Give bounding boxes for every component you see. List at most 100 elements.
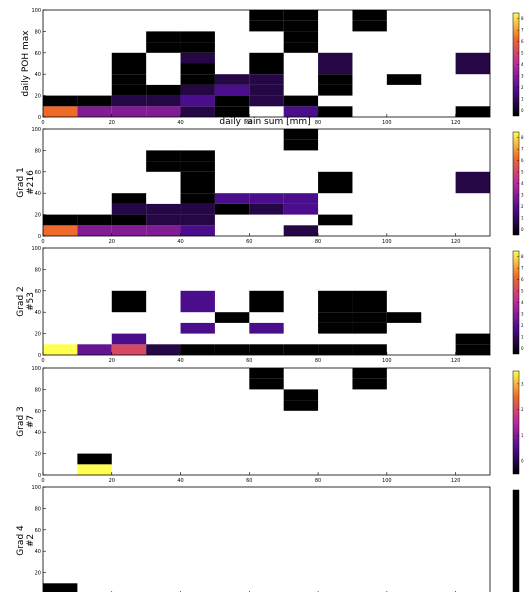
heatmap-cell [283, 400, 319, 411]
heatmap-cell [352, 301, 387, 313]
x-tick-label: 100 [382, 120, 392, 126]
colorbar: 0 1 2 3 4 5 6 7 8 [512, 250, 524, 355]
colorbar-tick-label: 7 [521, 266, 524, 271]
y-tick-label: 60 [35, 409, 41, 415]
heatmap-cell [180, 214, 215, 226]
y-axis-label: #2 [26, 534, 36, 547]
heatmap-cell [318, 301, 353, 313]
x-tick-label: 40 [177, 120, 183, 126]
heatmap-cell [77, 344, 112, 355]
colorbar: 0 1 2 3 [512, 370, 524, 475]
heatmap-cell [111, 344, 147, 355]
heatmap-cell [180, 150, 215, 162]
heatmap-cell [146, 150, 181, 162]
heatmap-cell [386, 74, 422, 85]
heatmap-cell [180, 31, 215, 43]
heatmap-cell [214, 95, 250, 107]
y-tick-label: 0 [38, 473, 41, 479]
heatmap-cell [214, 344, 250, 355]
x-tick-label: 0 [41, 358, 44, 364]
y-tick-label: 80 [35, 29, 41, 35]
y-tick-label: 40 [35, 430, 41, 436]
colorbar [512, 489, 520, 592]
x-tick-label: 20 [109, 239, 115, 245]
heatmap-cell [352, 20, 387, 32]
heatmap-cell [455, 333, 490, 345]
heatmap-cell [318, 52, 353, 64]
y-tick-label: 60 [35, 289, 41, 295]
heatmap-cell [146, 106, 181, 117]
heatmap-cell [146, 31, 181, 43]
x-tick-label: 120 [451, 239, 461, 245]
colorbar-tick-label: 2 [521, 407, 524, 412]
plot-frame [42, 128, 491, 237]
heatmap-cell [214, 203, 250, 215]
x-tick-label: 40 [177, 239, 183, 245]
colorbar-tick-label: 8 [521, 135, 524, 140]
heatmap-cell [352, 322, 387, 334]
heatmap-cell [455, 344, 490, 355]
colorbar: 0 1 2 3 4 5 6 7 8 [512, 131, 524, 236]
heatmap-cell [146, 161, 181, 172]
colorbar-tick-label: 4 [521, 62, 524, 67]
colorbar-tick-label: 2 [521, 85, 524, 90]
heatmap-cell [249, 290, 284, 302]
heatmap-cell [111, 225, 147, 236]
x-tick-label: 20 [109, 120, 115, 126]
heatmap-cell [180, 301, 215, 313]
heatmap-cell [180, 344, 215, 355]
x-tick-label: 80 [315, 358, 321, 364]
heatmap-cell [249, 193, 284, 204]
heatmap-cell [386, 312, 422, 323]
heatmap-cell [111, 214, 147, 226]
heatmap-cell [352, 290, 387, 302]
heatmap-cell [352, 344, 387, 355]
heatmap-cell [214, 84, 250, 96]
heatmap-cell [146, 344, 181, 355]
heatmap-cell [249, 74, 284, 85]
heatmap-cell [283, 203, 319, 215]
heatmap-cell [180, 203, 215, 215]
heatmap-cell [111, 203, 147, 215]
heatmap-cell [146, 203, 181, 215]
heatmap-cell [43, 583, 78, 592]
heatmap-cell [111, 95, 147, 107]
heatmap-cell [146, 42, 181, 53]
heatmap-cell [249, 52, 284, 64]
colorbar-tick-label: 8 [521, 254, 524, 259]
heatmap-cell [111, 84, 147, 96]
heatmap-cell [111, 193, 147, 204]
x-tick-label: 120 [451, 358, 461, 364]
heatmap-cell [43, 106, 78, 117]
heatmap-cell [249, 203, 284, 215]
heatmap-cell [180, 171, 215, 183]
heatmap-cell [249, 344, 284, 355]
heatmap-cell [214, 106, 250, 117]
x-tick-label: 120 [451, 120, 461, 126]
x-tick-label: 80 [315, 478, 321, 484]
x-tick-label: 60 [246, 358, 252, 364]
y-tick-label: 20 [35, 452, 41, 458]
colorbar-tick-label: 1 [521, 96, 524, 101]
heatmap-cell [180, 182, 215, 194]
heatmap-cell [249, 378, 284, 390]
y-tick-label: 40 [35, 191, 41, 197]
heatmap-cell [283, 129, 319, 140]
colorbar-tick-label: 6 [521, 277, 524, 282]
heatmap-cell [111, 106, 147, 117]
x-tick-label: 60 [246, 478, 252, 484]
y-tick-label: 80 [35, 267, 41, 273]
plot-area [43, 487, 490, 592]
y-axis-label: Grad 1 [16, 167, 26, 198]
y-tick-label: 0 [38, 234, 41, 240]
heatmap-cell [249, 95, 284, 107]
heatmap-cell [318, 182, 353, 194]
y-tick-label: 60 [35, 528, 41, 534]
heatmap-cell [77, 453, 112, 465]
x-axis-label: daily rain sum [mm] [219, 117, 310, 127]
heatmap-cell [111, 333, 147, 345]
colorbar-tick-label: 3 [521, 73, 524, 78]
heatmap-cell [283, 31, 319, 43]
colorbar-tick-label: 7 [521, 28, 524, 33]
